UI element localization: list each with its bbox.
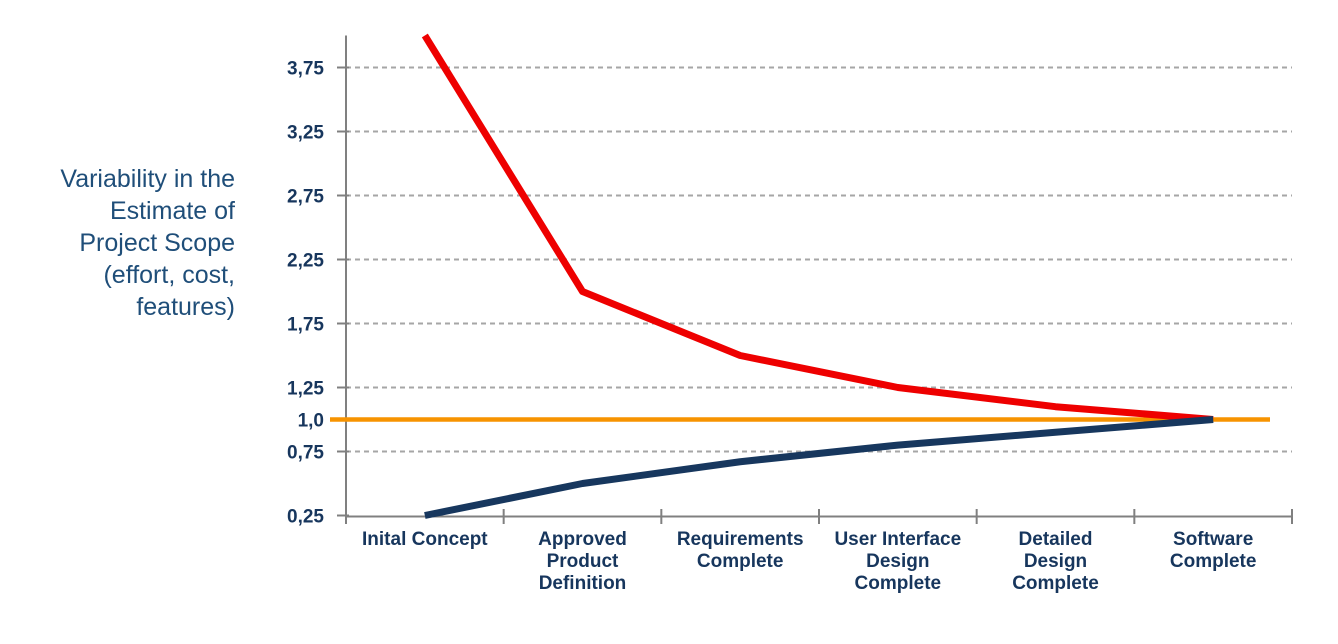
y-tick-label: 2,75 [287,187,324,208]
x-category-label: Software Complete [1170,529,1257,572]
y-axis-title: Variability in the Estimate of Project S… [60,165,235,321]
y-tick-label: 0,25 [287,507,324,528]
y-tick-label: 0,75 [287,443,324,464]
x-category-label: Detailed Design Complete [1012,529,1099,594]
x-category-label: Requirements Complete [677,529,804,572]
y-tick-label: 3,25 [287,123,324,144]
y-tick-label: 2,25 [287,251,324,272]
y-tick-label: 3,75 [287,59,324,80]
x-category-label: User Interface Design Complete [834,529,961,594]
x-category-label: Inital Concept [362,529,488,550]
series-line-lower-estimate [424,416,1214,519]
y-tick-label: 1,25 [287,379,324,400]
series-line-upper-estimate [421,33,1214,423]
y-tick-label: 1,0 [298,411,324,432]
x-category-label: Approved Product Definition [538,529,627,594]
y-tick-label: 1,75 [287,315,324,336]
